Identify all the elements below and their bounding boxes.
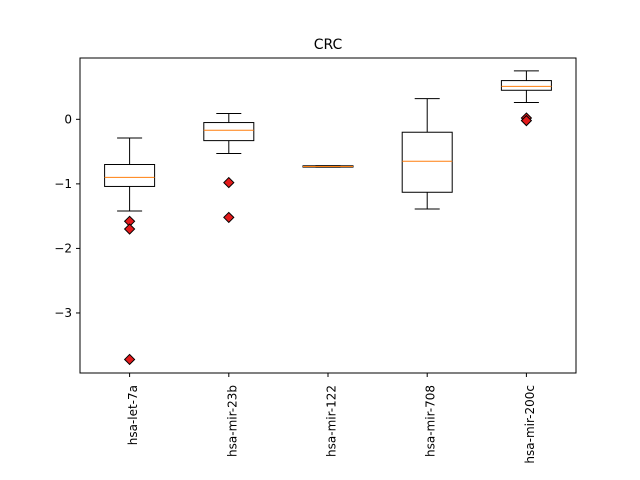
box bbox=[500, 80, 552, 91]
plot-frame bbox=[79, 57, 577, 374]
x-tick-label: hsa-mir-122 bbox=[325, 385, 339, 457]
box bbox=[203, 122, 255, 142]
box-group-hsa-mir-708 bbox=[401, 98, 453, 210]
outlier-point bbox=[123, 353, 136, 366]
box bbox=[401, 131, 453, 193]
x-axis: hsa-let-7a hsa-mir-23b hsa-mir-122 hsa-mir-… bbox=[126, 373, 537, 464]
y-tick-label: −1 bbox=[54, 177, 72, 191]
outlier-point bbox=[520, 114, 533, 127]
box-group-hsa-mir-122 bbox=[302, 165, 354, 168]
outlier-point bbox=[223, 211, 235, 224]
y-axis: −3 −2 −1 0 bbox=[54, 112, 80, 320]
outlier-point bbox=[123, 223, 136, 235]
box-group-hsa-mir-200c bbox=[500, 70, 552, 127]
x-tick-label: hsa-let-7a bbox=[126, 385, 140, 445]
box-group-hsa-mir-23b bbox=[203, 113, 255, 224]
outlier-point bbox=[223, 176, 235, 189]
y-tick-label: −2 bbox=[54, 241, 72, 255]
plot-marks bbox=[104, 70, 552, 366]
x-tick-label: hsa-mir-708 bbox=[424, 385, 438, 457]
y-tick-label: −3 bbox=[54, 306, 72, 320]
y-tick-label: 0 bbox=[64, 112, 72, 126]
box bbox=[104, 164, 156, 187]
box-group-hsa-let-7a bbox=[104, 137, 156, 366]
x-tick-label: hsa-mir-200c bbox=[523, 385, 537, 464]
chart-title: CRC bbox=[314, 37, 343, 53]
x-tick-label: hsa-mir-23b bbox=[225, 385, 239, 457]
